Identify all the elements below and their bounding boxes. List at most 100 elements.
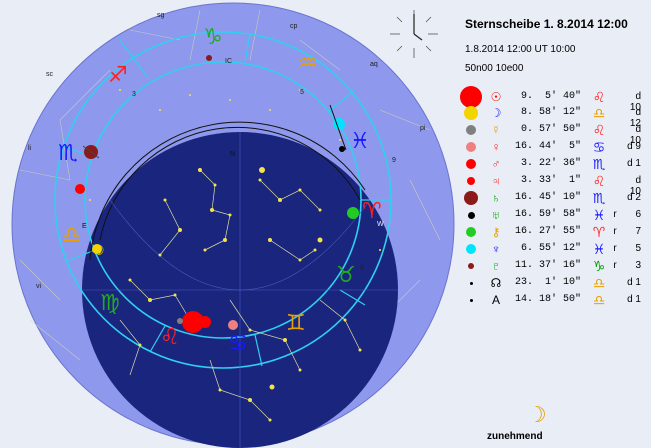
label-aq: aq bbox=[370, 61, 378, 68]
zodiac-sign-icon: ♏ bbox=[592, 156, 606, 172]
zodiac-leo-glyph: ♌ bbox=[160, 325, 180, 350]
zodiac-sagittarius-glyph: ♐ bbox=[108, 63, 128, 88]
zodiac-sign-icon: ♌ bbox=[592, 89, 606, 105]
planet-position: 0. 57' 50" bbox=[520, 124, 581, 135]
house-value: d 2 bbox=[627, 192, 641, 203]
chart-moon[interactable] bbox=[92, 244, 102, 254]
zodiac-capricorn-glyph: ♑ bbox=[203, 25, 223, 50]
planet-saturn-row[interactable]: ♄ 16. 45' 10" ♏ d 2 bbox=[455, 190, 651, 207]
planet-position: 14. 18' 50" bbox=[514, 294, 581, 305]
zodiac-sign-icon: ♈ bbox=[592, 224, 606, 240]
planet-symbol: ☿ bbox=[491, 123, 501, 137]
planet-uranus-row[interactable]: ♅ 16. 59' 58" ♓ r 6 bbox=[455, 207, 651, 224]
label-ic: IC bbox=[225, 58, 232, 65]
moon-phase-label: zunehmend bbox=[487, 431, 543, 442]
planet-position: 3. 33' 1" bbox=[520, 175, 581, 186]
planet-dot bbox=[460, 86, 482, 108]
planet-symbol: ♇ bbox=[491, 259, 501, 273]
zodiac-sign-icon: ♎ bbox=[592, 105, 606, 121]
house-value: 5 bbox=[635, 243, 641, 254]
location-line: 50n00 10e00 bbox=[465, 63, 524, 74]
label-sc: sc bbox=[46, 71, 54, 78]
retrograde-flag: r bbox=[613, 260, 617, 271]
horizon-grid bbox=[82, 132, 398, 448]
zodiac-sign-icon: ♋ bbox=[592, 139, 606, 155]
planet-dot bbox=[464, 106, 478, 120]
planet-symbol: ☽ bbox=[490, 106, 502, 120]
house-value: d 1 bbox=[627, 158, 641, 169]
zodiac-sign-icon: ♑ bbox=[592, 258, 606, 274]
label-pi: pi bbox=[420, 125, 426, 132]
house-value: d 9 bbox=[627, 141, 641, 152]
planet-position: 16. 59' 58" bbox=[514, 209, 581, 220]
chart-jupiter[interactable] bbox=[199, 316, 211, 328]
planet-jupiter-row[interactable]: ♃ 3. 33' 1" ♌ d 10 bbox=[455, 173, 651, 197]
label-cp: cp bbox=[290, 23, 298, 30]
planet-dot bbox=[468, 263, 474, 269]
label-n: N bbox=[230, 151, 235, 158]
retrograde-flag: r bbox=[613, 226, 617, 237]
house-value: d 1 bbox=[627, 294, 641, 305]
planet-symbol: ♄ bbox=[491, 191, 501, 205]
zodiac-taurus-glyph: ♉ bbox=[336, 263, 356, 288]
zodiac-aquarius-glyph: ♒ bbox=[298, 51, 318, 76]
planet-venus-row[interactable]: ♀ 16. 44' 5" ♋ d 9 bbox=[455, 139, 651, 156]
planet-symbol: ♅ bbox=[491, 208, 501, 222]
zodiac-sign-icon: ♎ bbox=[592, 275, 606, 291]
zodiac-pisces-glyph: ♓ bbox=[350, 129, 370, 154]
label-sg: sg bbox=[157, 12, 165, 19]
planet-asc-row[interactable]: A 14. 18' 50" ♎ d 1 bbox=[455, 292, 651, 309]
clock-icon bbox=[390, 10, 438, 58]
chart-mercury[interactable] bbox=[177, 318, 183, 324]
zodiac-gemini-glyph: ♊ bbox=[286, 311, 306, 336]
house-value: d 10 bbox=[629, 175, 641, 197]
planet-pluto-row[interactable]: ♇ 11. 37' 16" ♑ r 3 bbox=[455, 258, 651, 275]
zodiac-sign-icon: ♏ bbox=[592, 190, 606, 206]
planet-sun-row[interactable]: ☉ 9. 5' 40" ♌ d 10 bbox=[455, 86, 651, 113]
label-li: li bbox=[28, 145, 32, 152]
planet-dot bbox=[467, 177, 475, 185]
planet-position: 11. 37' 16" bbox=[514, 260, 581, 271]
sky-chart[interactable]: sg cp aq sc li pi vi IC 3 5 9 2 8 N E W … bbox=[0, 0, 455, 448]
planet-dot bbox=[469, 281, 473, 285]
chart-pluto[interactable] bbox=[206, 55, 212, 61]
planet-dot bbox=[466, 159, 476, 169]
moon-phase-icon: ☽ bbox=[527, 402, 547, 427]
planet-symbol: ⚷ bbox=[491, 225, 501, 239]
planet-symbol: ♆ bbox=[491, 242, 501, 256]
planet-symbol: A bbox=[491, 293, 500, 307]
planet-position: 16. 27' 55" bbox=[514, 226, 581, 237]
chart-chiron[interactable] bbox=[347, 207, 359, 219]
planet-node-row[interactable]: ☊ 23. 1' 10" ♎ d 1 bbox=[455, 275, 651, 292]
planet-position: 16. 44' 5" bbox=[514, 141, 581, 152]
label-w: W bbox=[377, 221, 384, 228]
planet-moon-row[interactable]: ☽ 8. 58' 12" ♎ d 12 bbox=[455, 105, 651, 129]
zodiac-sign-icon: ♓ bbox=[592, 241, 606, 257]
label-vi: vi bbox=[36, 283, 42, 290]
planet-symbol: ♃ bbox=[491, 174, 501, 188]
zodiac-sign-icon: ♓ bbox=[592, 207, 606, 223]
house-value: d 1 bbox=[627, 277, 641, 288]
planet-neptune-row[interactable]: ♆ 6. 55' 12" ♓ r 5 bbox=[455, 241, 651, 258]
retrograde-flag: r bbox=[613, 243, 617, 254]
retrograde-flag: r bbox=[613, 209, 617, 220]
planet-mercury-row[interactable]: ☿ 0. 57' 50" ♌ d 10 bbox=[455, 122, 651, 146]
chart-sun[interactable] bbox=[182, 311, 204, 333]
planet-position: 6. 55' 12" bbox=[520, 243, 581, 254]
zodiac-virgo-glyph: ♍ bbox=[100, 291, 120, 316]
house-value: 7 bbox=[635, 226, 641, 237]
chart-mars[interactable] bbox=[75, 184, 85, 194]
label-5: 5 bbox=[300, 89, 304, 96]
info-panel: Sternscheibe 1. 8.2014 12:00 1.8.2014 12… bbox=[455, 0, 651, 448]
planet-dot bbox=[469, 298, 473, 302]
planet-dot bbox=[466, 142, 476, 152]
chart-uranus[interactable] bbox=[339, 146, 345, 152]
chart-moon-glyph: ☽ bbox=[92, 242, 105, 258]
chart-venus[interactable] bbox=[228, 320, 238, 330]
label-3: 3 bbox=[132, 91, 136, 98]
planet-position: 9. 5' 40" bbox=[520, 91, 581, 102]
planet-mars-row[interactable]: ♂ 3. 22' 36" ♏ d 1 bbox=[455, 156, 651, 173]
planet-chiron-row[interactable]: ⚷ 16. 27' 55" ♈ r 7 bbox=[455, 224, 651, 241]
zodiac-dividers bbox=[57, 32, 391, 367]
label-8: 8 bbox=[360, 265, 364, 272]
